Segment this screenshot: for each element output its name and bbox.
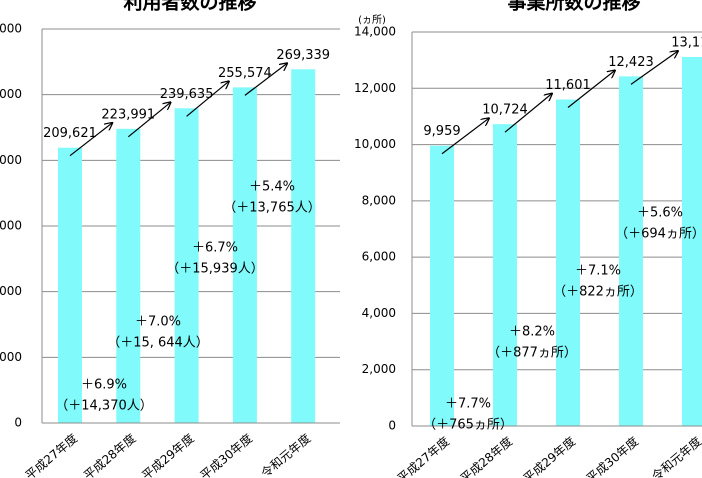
value-label: 255,574 xyxy=(218,66,272,81)
growth-arrow xyxy=(244,63,287,96)
annotation-rate: ＋5.6% xyxy=(637,206,683,221)
x-tick-label: 令和元年度 xyxy=(258,430,314,478)
x-tick-label: 平成27年度 xyxy=(394,433,452,478)
bar xyxy=(291,69,316,423)
value-label: 9,959 xyxy=(423,124,460,139)
y-tick-label: 14,000 xyxy=(354,25,396,39)
bar xyxy=(430,145,454,426)
y-tick-label: 150,000 xyxy=(0,219,22,233)
y-tick-label: 300,000 xyxy=(0,22,22,36)
growth-arrow xyxy=(69,123,112,157)
growth-arrow xyxy=(504,94,552,133)
growth-arrow xyxy=(186,81,229,117)
annotation-rate: ＋7.1% xyxy=(575,264,621,279)
y-tick-label: 12,000 xyxy=(354,81,396,95)
bar xyxy=(232,87,257,424)
annotation-rate: ＋8.2% xyxy=(509,325,555,340)
annotation-diff: （＋15,939人） xyxy=(166,262,264,277)
x-tick-label: 平成30年度 xyxy=(197,430,255,478)
y-tick-label: 200,000 xyxy=(0,153,22,167)
chart-title: 利用者数の推移 xyxy=(123,0,256,14)
bar xyxy=(682,56,702,427)
y-tick-label: 0 xyxy=(388,419,396,433)
x-tick-label: 平成28年度 xyxy=(457,433,515,478)
annotation-diff: （＋877ヵ所） xyxy=(487,346,577,361)
annotation-rate: ＋6.7% xyxy=(192,241,238,256)
value-label: 13,113 xyxy=(671,35,702,50)
y-tick-label: 8,000 xyxy=(362,193,396,207)
annotation-diff: （＋13,765人） xyxy=(223,201,321,216)
x-tick-label: 平成29年度 xyxy=(139,430,197,478)
growth-arrow xyxy=(630,51,678,85)
chart-title: 事業所数の推移 xyxy=(507,0,640,14)
x-tick-label: 令和元年度 xyxy=(649,433,702,478)
y-tick-label: 50,000 xyxy=(0,350,22,364)
annotation-rate: ＋7.0% xyxy=(135,315,181,330)
x-tick-label: 平成27年度 xyxy=(22,430,80,478)
annotation-diff: （＋694ヵ所） xyxy=(615,227,702,242)
y-tick-label: 100,000 xyxy=(0,284,22,298)
growth-arrow xyxy=(127,102,170,138)
growth-arrow xyxy=(441,118,489,155)
x-tick-label: 平成30年度 xyxy=(583,433,641,478)
bar xyxy=(619,76,643,426)
value-label: 239,635 xyxy=(160,87,214,102)
value-label: 209,621 xyxy=(43,126,97,141)
y-tick-label: 4,000 xyxy=(362,306,396,320)
value-label: 269,339 xyxy=(276,48,330,63)
bar xyxy=(174,108,199,424)
unit-label: (ヵ所) xyxy=(358,14,386,26)
growth-arrow xyxy=(567,70,615,108)
value-label: 223,991 xyxy=(101,107,155,122)
y-tick-label: 0 xyxy=(14,416,22,430)
annotation-rate: ＋7.7% xyxy=(445,397,491,412)
y-tick-label: 250,000 xyxy=(0,87,22,101)
y-tick-label: 6,000 xyxy=(362,250,396,264)
x-tick-label: 平成29年度 xyxy=(520,433,578,478)
bar xyxy=(58,147,82,423)
bar xyxy=(556,99,580,427)
value-label: 12,423 xyxy=(608,55,654,70)
value-label: 10,724 xyxy=(482,103,528,118)
value-label: 11,601 xyxy=(545,78,591,93)
bar xyxy=(116,128,141,424)
annotation-rate: ＋5.4% xyxy=(249,180,295,195)
annotation-diff: （＋14,370人） xyxy=(55,399,153,414)
annotation-diff: （＋15, 644人） xyxy=(107,336,209,351)
annotation-diff: （＋822ヵ所） xyxy=(553,285,643,300)
annotation-rate: ＋6.9% xyxy=(81,378,127,393)
x-tick-label: 平成28年度 xyxy=(80,430,138,478)
annotation-diff: （＋765ヵ所） xyxy=(423,418,513,433)
y-tick-label: 10,000 xyxy=(354,137,396,151)
y-tick-label: 2,000 xyxy=(362,362,396,376)
bar xyxy=(493,124,517,427)
